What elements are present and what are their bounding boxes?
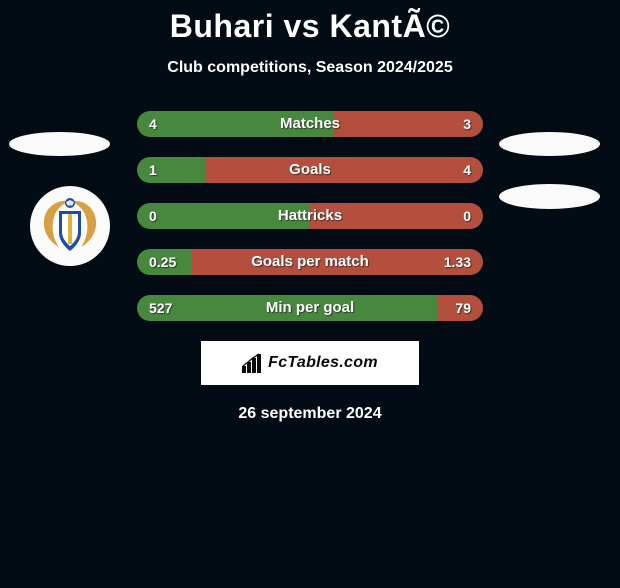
right-player-ellipse-2 xyxy=(499,184,600,209)
stats-bars: 43Matches 14Goals 00Hattricks 0.251.33Goals… xyxy=(137,111,483,321)
date-line: 26 september 2024 xyxy=(0,405,620,423)
stat-row: 43Matches xyxy=(137,111,483,137)
stat-label: Goals per match xyxy=(137,249,483,275)
brand-text: FcTables.com xyxy=(268,354,378,372)
stat-row: 0.251.33Goals per match xyxy=(137,249,483,275)
stat-row: 14Goals xyxy=(137,157,483,183)
brand-card: FcTables.com xyxy=(201,341,419,385)
club-crest-icon xyxy=(39,193,101,259)
club-badge xyxy=(30,186,110,266)
stat-label: Min per goal xyxy=(137,295,483,321)
page-title: Buhari vs KantÃ© xyxy=(0,8,620,45)
stat-row: 52779Min per goal xyxy=(137,295,483,321)
left-player-ellipse-1 xyxy=(9,132,110,156)
stat-row: 00Hattricks xyxy=(137,203,483,229)
stat-label: Hattricks xyxy=(137,203,483,229)
stat-label: Matches xyxy=(137,111,483,137)
stat-label: Goals xyxy=(137,157,483,183)
right-player-ellipse-1 xyxy=(499,132,600,156)
brand-bars-icon xyxy=(242,353,264,373)
subtitle: Club competitions, Season 2024/2025 xyxy=(0,59,620,77)
